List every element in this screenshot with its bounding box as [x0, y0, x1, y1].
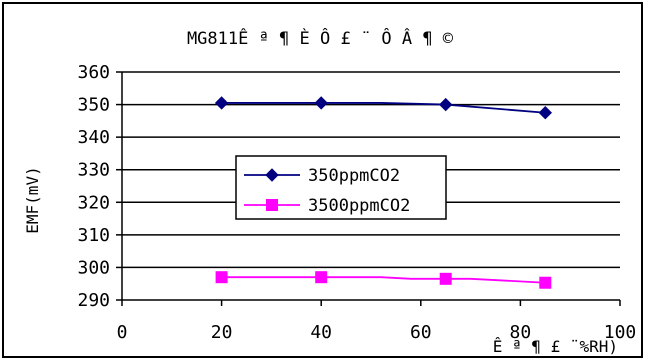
- y-tick-label: 320: [77, 192, 110, 213]
- data-point: [539, 276, 552, 289]
- y-tick-label: 290: [77, 290, 110, 311]
- legend-marker-0: [265, 168, 279, 182]
- y-tick-label: 330: [77, 160, 110, 181]
- x-tick-label: 40: [310, 322, 332, 343]
- x-tick-label: 80: [510, 322, 532, 343]
- legend-label-0: 350ppmCO2: [308, 166, 400, 186]
- plot-area: 290 300 310 320 330 340 350 360 0 20 40 60 80 100: [77, 62, 636, 343]
- y-tick-label: 300: [77, 257, 110, 278]
- data-point: [314, 96, 328, 110]
- x-tick-label: 20: [211, 322, 233, 343]
- data-point: [214, 96, 229, 110]
- x-tick-label: 100: [604, 322, 637, 343]
- x-tick-label: 60: [410, 322, 432, 343]
- data-point: [538, 106, 553, 120]
- data-point: [315, 271, 328, 284]
- series-line-0: [221, 102, 546, 114]
- x-axis-label: Ê ª ¶ £ ¨%RH): [493, 337, 618, 356]
- x-tick-label: 0: [117, 322, 128, 343]
- data-point: [438, 97, 453, 112]
- y-tick-label: 340: [77, 127, 110, 148]
- legend: 350ppmCO2 3500ppmCO2: [235, 155, 447, 220]
- legend-label-1: 3500ppmCO2: [308, 196, 410, 216]
- data-point: [439, 272, 452, 285]
- y-tick-label: 350: [77, 95, 110, 116]
- y-tick-label: 360: [77, 62, 110, 83]
- y-tick-label: 310: [77, 225, 110, 246]
- legend-marker-1: [266, 199, 278, 211]
- chart-title: MG811Ê ª ¶ È Ô £ ¨ Ô Â ¶ ©: [187, 27, 454, 49]
- y-axis-label: EMF(mV): [23, 166, 42, 233]
- data-point: [215, 271, 228, 284]
